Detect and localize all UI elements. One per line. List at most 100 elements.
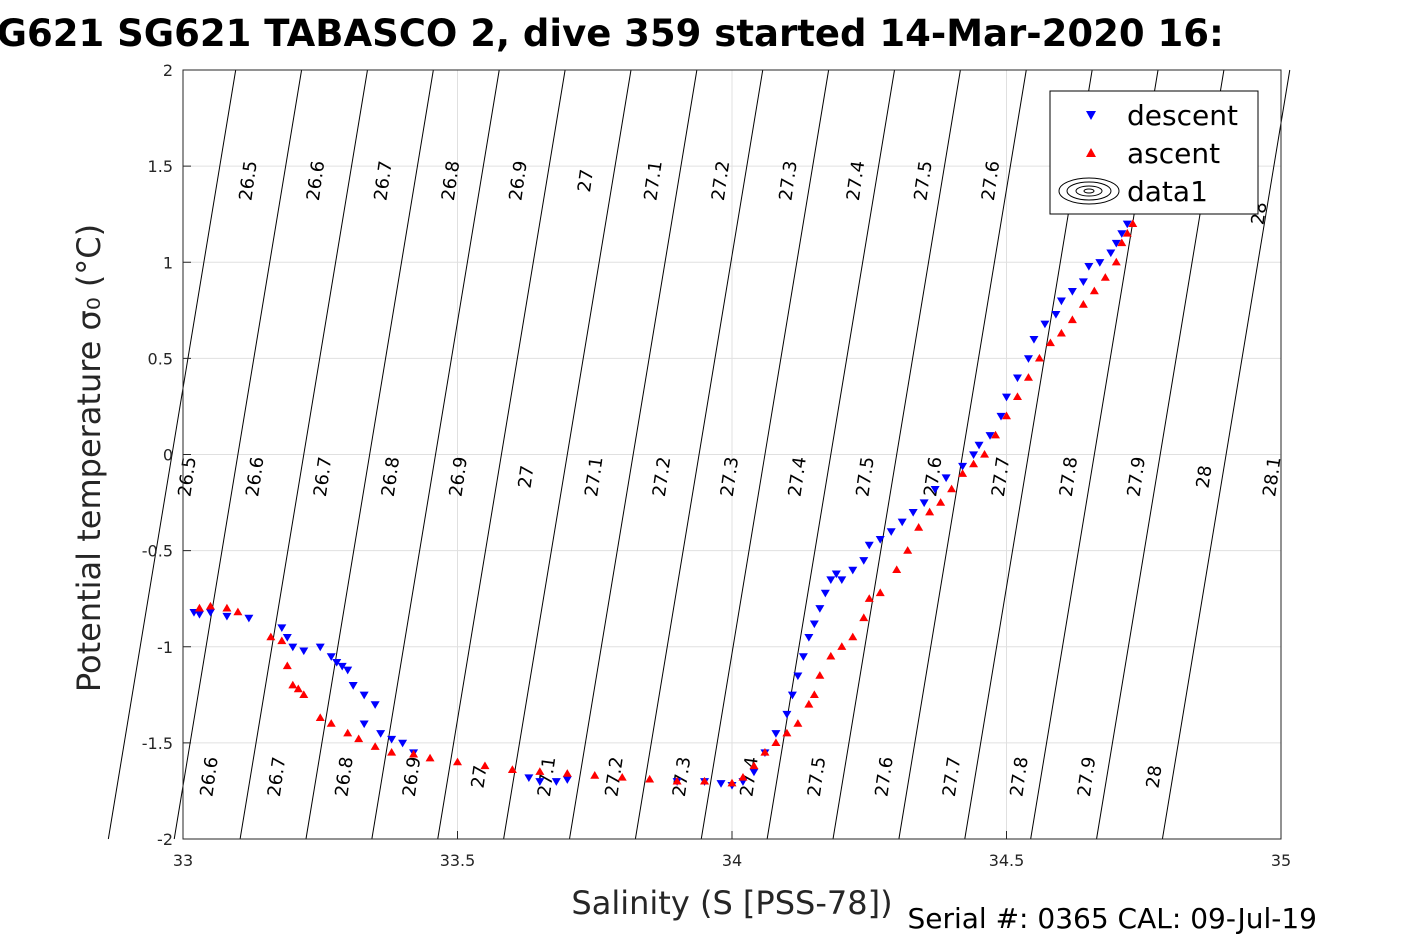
- ascent-point: [793, 719, 803, 727]
- descent-point: [1111, 239, 1121, 248]
- descent-point: [359, 691, 369, 700]
- descent-point: [524, 774, 534, 782]
- ascent-point: [738, 772, 748, 781]
- ascent-point: [925, 507, 935, 516]
- ascent-point: [859, 613, 869, 622]
- ascent-point: [771, 738, 781, 747]
- isopycnal-contours: [107, 69, 1291, 840]
- ascent-point: [387, 747, 397, 756]
- descent-point: [826, 576, 836, 584]
- descent-point: [282, 633, 292, 642]
- isopycnal-line: [305, 69, 434, 840]
- ascent-point: [700, 776, 710, 785]
- descent-point: [387, 735, 397, 744]
- ascent-point: [1128, 219, 1138, 227]
- y-tick-label: -0.5: [142, 542, 173, 561]
- descent-series: [189, 220, 1132, 790]
- descent-point: [376, 730, 386, 738]
- ascent-point: [293, 684, 303, 693]
- ascent-point: [991, 430, 1001, 439]
- x-tick-label: 34: [722, 851, 742, 870]
- legend-data1-label: data1: [1127, 175, 1208, 208]
- ascent-point: [1056, 328, 1066, 337]
- y-tick-label: 2: [163, 61, 173, 80]
- ascent-point: [266, 632, 276, 641]
- legend-ascent-label: ascent: [1127, 137, 1220, 170]
- descent-point: [332, 658, 342, 667]
- descent-point: [1095, 259, 1105, 267]
- ascent-point: [343, 728, 353, 737]
- legend: descent ascent data1: [1049, 90, 1259, 215]
- ascent-point: [315, 713, 325, 722]
- descent-point: [244, 614, 254, 623]
- isopycnal-line: [832, 69, 961, 840]
- descent-point: [875, 535, 885, 544]
- ascent-point: [892, 565, 902, 573]
- x-tick-label: 34.5: [989, 851, 1025, 870]
- descent-point: [1051, 311, 1061, 319]
- descent-point: [326, 653, 336, 661]
- descent-point: [398, 739, 408, 748]
- descent-point: [1040, 320, 1050, 329]
- descent-point: [996, 412, 1006, 421]
- isopycnal-line: [239, 69, 368, 840]
- descent-point: [787, 691, 797, 700]
- ascent-point: [409, 749, 419, 758]
- ascent-point: [354, 734, 364, 743]
- descent-point: [798, 653, 808, 661]
- ascent-point: [1012, 392, 1022, 400]
- isopycnal-label: 27: [468, 764, 492, 790]
- descent-point: [848, 566, 858, 575]
- descent-point: [348, 682, 358, 690]
- ascent-point: [782, 728, 792, 737]
- ascent-point: [1067, 315, 1077, 324]
- descent-point: [809, 620, 819, 629]
- descent-point: [859, 557, 869, 565]
- isopycnal-label: 27: [574, 168, 598, 194]
- ascent-point: [672, 776, 682, 785]
- legend-data1-contour-icon: [1058, 177, 1120, 205]
- y-tick-label: -2: [157, 830, 173, 849]
- ascent-point: [282, 661, 292, 670]
- ascent-point: [1078, 300, 1088, 308]
- descent-point: [793, 672, 803, 681]
- ascent-point: [727, 778, 737, 787]
- isopycnal-line: [173, 69, 303, 840]
- descent-point: [315, 643, 325, 652]
- ascent-point: [453, 757, 462, 766]
- descent-point: [205, 608, 215, 617]
- descent-point: [1012, 374, 1022, 383]
- isopycnal-line: [634, 69, 764, 840]
- descent-point: [716, 780, 726, 788]
- ascent-point: [837, 642, 847, 650]
- ascent-point: [194, 603, 204, 612]
- y-axis-ticks: -2 -1.5 -1 -0.5 0 0.5 1 1.5 2: [142, 61, 191, 849]
- descent-point: [194, 610, 204, 619]
- descent-point: [1117, 230, 1127, 238]
- descent-point: [985, 432, 995, 440]
- ascent-point: [1002, 411, 1011, 420]
- descent-point: [551, 778, 561, 786]
- ascent-point: [958, 469, 968, 477]
- ascent-series: [194, 219, 1138, 787]
- y-tick-label: -1.5: [142, 734, 173, 753]
- isopycnal-line: [107, 69, 237, 840]
- isopycnal-line: [371, 69, 500, 840]
- ascent-point: [507, 765, 517, 773]
- descent-point: [771, 730, 781, 738]
- ascent-point: [1023, 373, 1033, 381]
- ascent-point: [826, 651, 836, 660]
- ascent-point: [233, 607, 243, 616]
- x-tick-label: 33.5: [440, 851, 476, 870]
- y-tick-label: 0.5: [148, 349, 173, 368]
- descent-point: [222, 612, 232, 621]
- descent-point: [804, 633, 814, 642]
- descent-point: [288, 643, 298, 652]
- descent-point: [1067, 287, 1077, 296]
- descent-point: [1023, 355, 1033, 363]
- isopycnal-line: [437, 69, 566, 840]
- isopycnal-line: [1161, 69, 1291, 840]
- ascent-point: [864, 594, 874, 602]
- isopycnal-line: [503, 69, 632, 840]
